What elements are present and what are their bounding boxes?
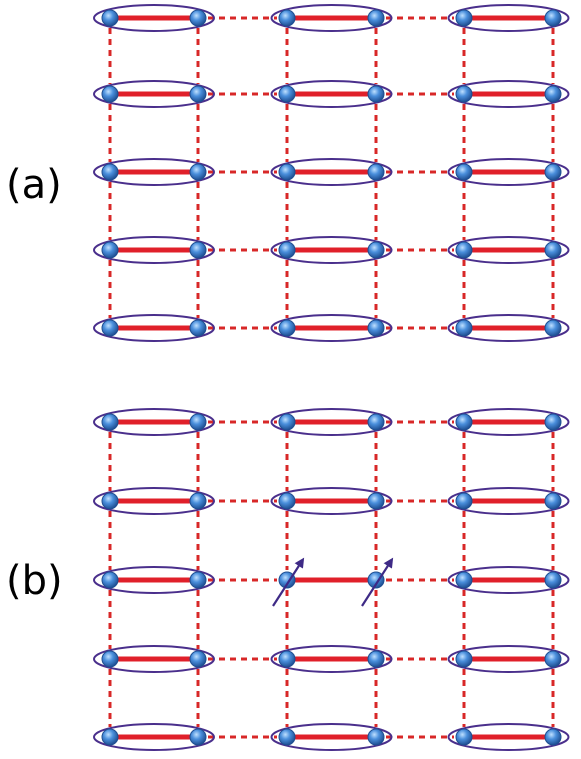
lattice-site xyxy=(544,571,562,589)
lattice-site xyxy=(455,728,473,746)
lattice-site xyxy=(278,728,296,746)
lattice-site xyxy=(189,9,207,27)
lattice-site xyxy=(101,571,119,589)
lattice-site xyxy=(544,728,562,746)
lattice-site xyxy=(101,9,119,27)
lattice-site xyxy=(367,319,385,337)
lattice-site xyxy=(101,413,119,431)
singlet-ellipse xyxy=(447,4,570,32)
panel-a-lattice xyxy=(93,4,570,342)
singlet-ellipse xyxy=(447,723,570,751)
singlet-ellipse xyxy=(447,236,570,264)
singlet-ellipse xyxy=(93,645,215,673)
lattice-site xyxy=(189,413,207,431)
lattice-site xyxy=(544,163,562,181)
lattice-site xyxy=(101,319,119,337)
lattice-site xyxy=(544,241,562,259)
lattice-site xyxy=(367,650,385,668)
singlet-ellipse xyxy=(270,314,393,342)
singlet-ellipse xyxy=(93,723,215,751)
lattice-site xyxy=(189,492,207,510)
singlet-ellipse xyxy=(93,566,215,594)
lattice-site xyxy=(367,492,385,510)
lattice-site xyxy=(101,241,119,259)
lattice-site xyxy=(189,85,207,103)
singlet-ellipse xyxy=(447,487,570,515)
lattice-site xyxy=(367,728,385,746)
lattice-site xyxy=(101,492,119,510)
singlet-ellipse xyxy=(93,4,215,32)
lattice-site xyxy=(367,85,385,103)
lattice-site xyxy=(101,163,119,181)
lattice-site xyxy=(455,241,473,259)
singlet-ellipse xyxy=(93,314,215,342)
singlet-ellipse xyxy=(270,645,393,673)
lattice-site xyxy=(189,571,207,589)
spin-up-arrow-b-1 xyxy=(361,557,394,607)
singlet-ellipse xyxy=(447,645,570,673)
lattice-site xyxy=(455,85,473,103)
singlet-ellipse xyxy=(270,408,393,436)
singlet-ellipse xyxy=(447,566,570,594)
singlet-ellipse xyxy=(270,80,393,108)
singlet-ellipse xyxy=(447,80,570,108)
singlet-ellipse xyxy=(93,158,215,186)
lattice-site xyxy=(278,319,296,337)
lattice-site xyxy=(544,650,562,668)
lattice-site xyxy=(455,319,473,337)
lattice-site xyxy=(189,650,207,668)
lattice-site xyxy=(278,241,296,259)
singlet-ellipse xyxy=(93,80,215,108)
lattice-site xyxy=(278,650,296,668)
lattice-site xyxy=(367,9,385,27)
lattice-site xyxy=(367,163,385,181)
lattice-site xyxy=(278,163,296,181)
panel-label-b: (b) xyxy=(6,558,63,604)
singlet-ellipse xyxy=(93,236,215,264)
lattice-site xyxy=(189,728,207,746)
lattice-site xyxy=(455,413,473,431)
lattice-site xyxy=(544,319,562,337)
lattice-site xyxy=(367,571,385,589)
panel-b-lattice xyxy=(93,408,570,751)
panel-label-a: (a) xyxy=(6,162,62,208)
lattice-site xyxy=(455,492,473,510)
singlet-ellipse xyxy=(270,4,393,32)
spin-up-arrow-b-0 xyxy=(272,557,305,607)
lattice-site xyxy=(101,650,119,668)
lattice-site xyxy=(544,85,562,103)
singlet-ellipse xyxy=(447,314,570,342)
singlet-ellipse xyxy=(447,158,570,186)
singlet-ellipse xyxy=(93,408,215,436)
lattice-site xyxy=(367,413,385,431)
singlet-ellipse xyxy=(270,487,393,515)
lattice-site xyxy=(544,9,562,27)
lattice-site xyxy=(544,492,562,510)
lattice-site xyxy=(455,650,473,668)
singlet-ellipse xyxy=(93,487,215,515)
lattice-site xyxy=(278,492,296,510)
lattice-site xyxy=(455,163,473,181)
lattice-site xyxy=(278,9,296,27)
lattice-site xyxy=(101,85,119,103)
lattice-site xyxy=(278,413,296,431)
lattice-site xyxy=(278,571,296,589)
lattice-site xyxy=(189,319,207,337)
singlet-ellipse xyxy=(447,408,570,436)
lattice-site xyxy=(367,241,385,259)
lattice-site xyxy=(189,163,207,181)
lattice-site xyxy=(101,728,119,746)
singlet-ellipse xyxy=(270,723,393,751)
lattice-site xyxy=(455,571,473,589)
lattice-site xyxy=(455,9,473,27)
lattice-site xyxy=(544,413,562,431)
singlet-ellipse xyxy=(270,236,393,264)
lattice-site xyxy=(189,241,207,259)
lattice-site xyxy=(278,85,296,103)
singlet-ellipse xyxy=(270,158,393,186)
